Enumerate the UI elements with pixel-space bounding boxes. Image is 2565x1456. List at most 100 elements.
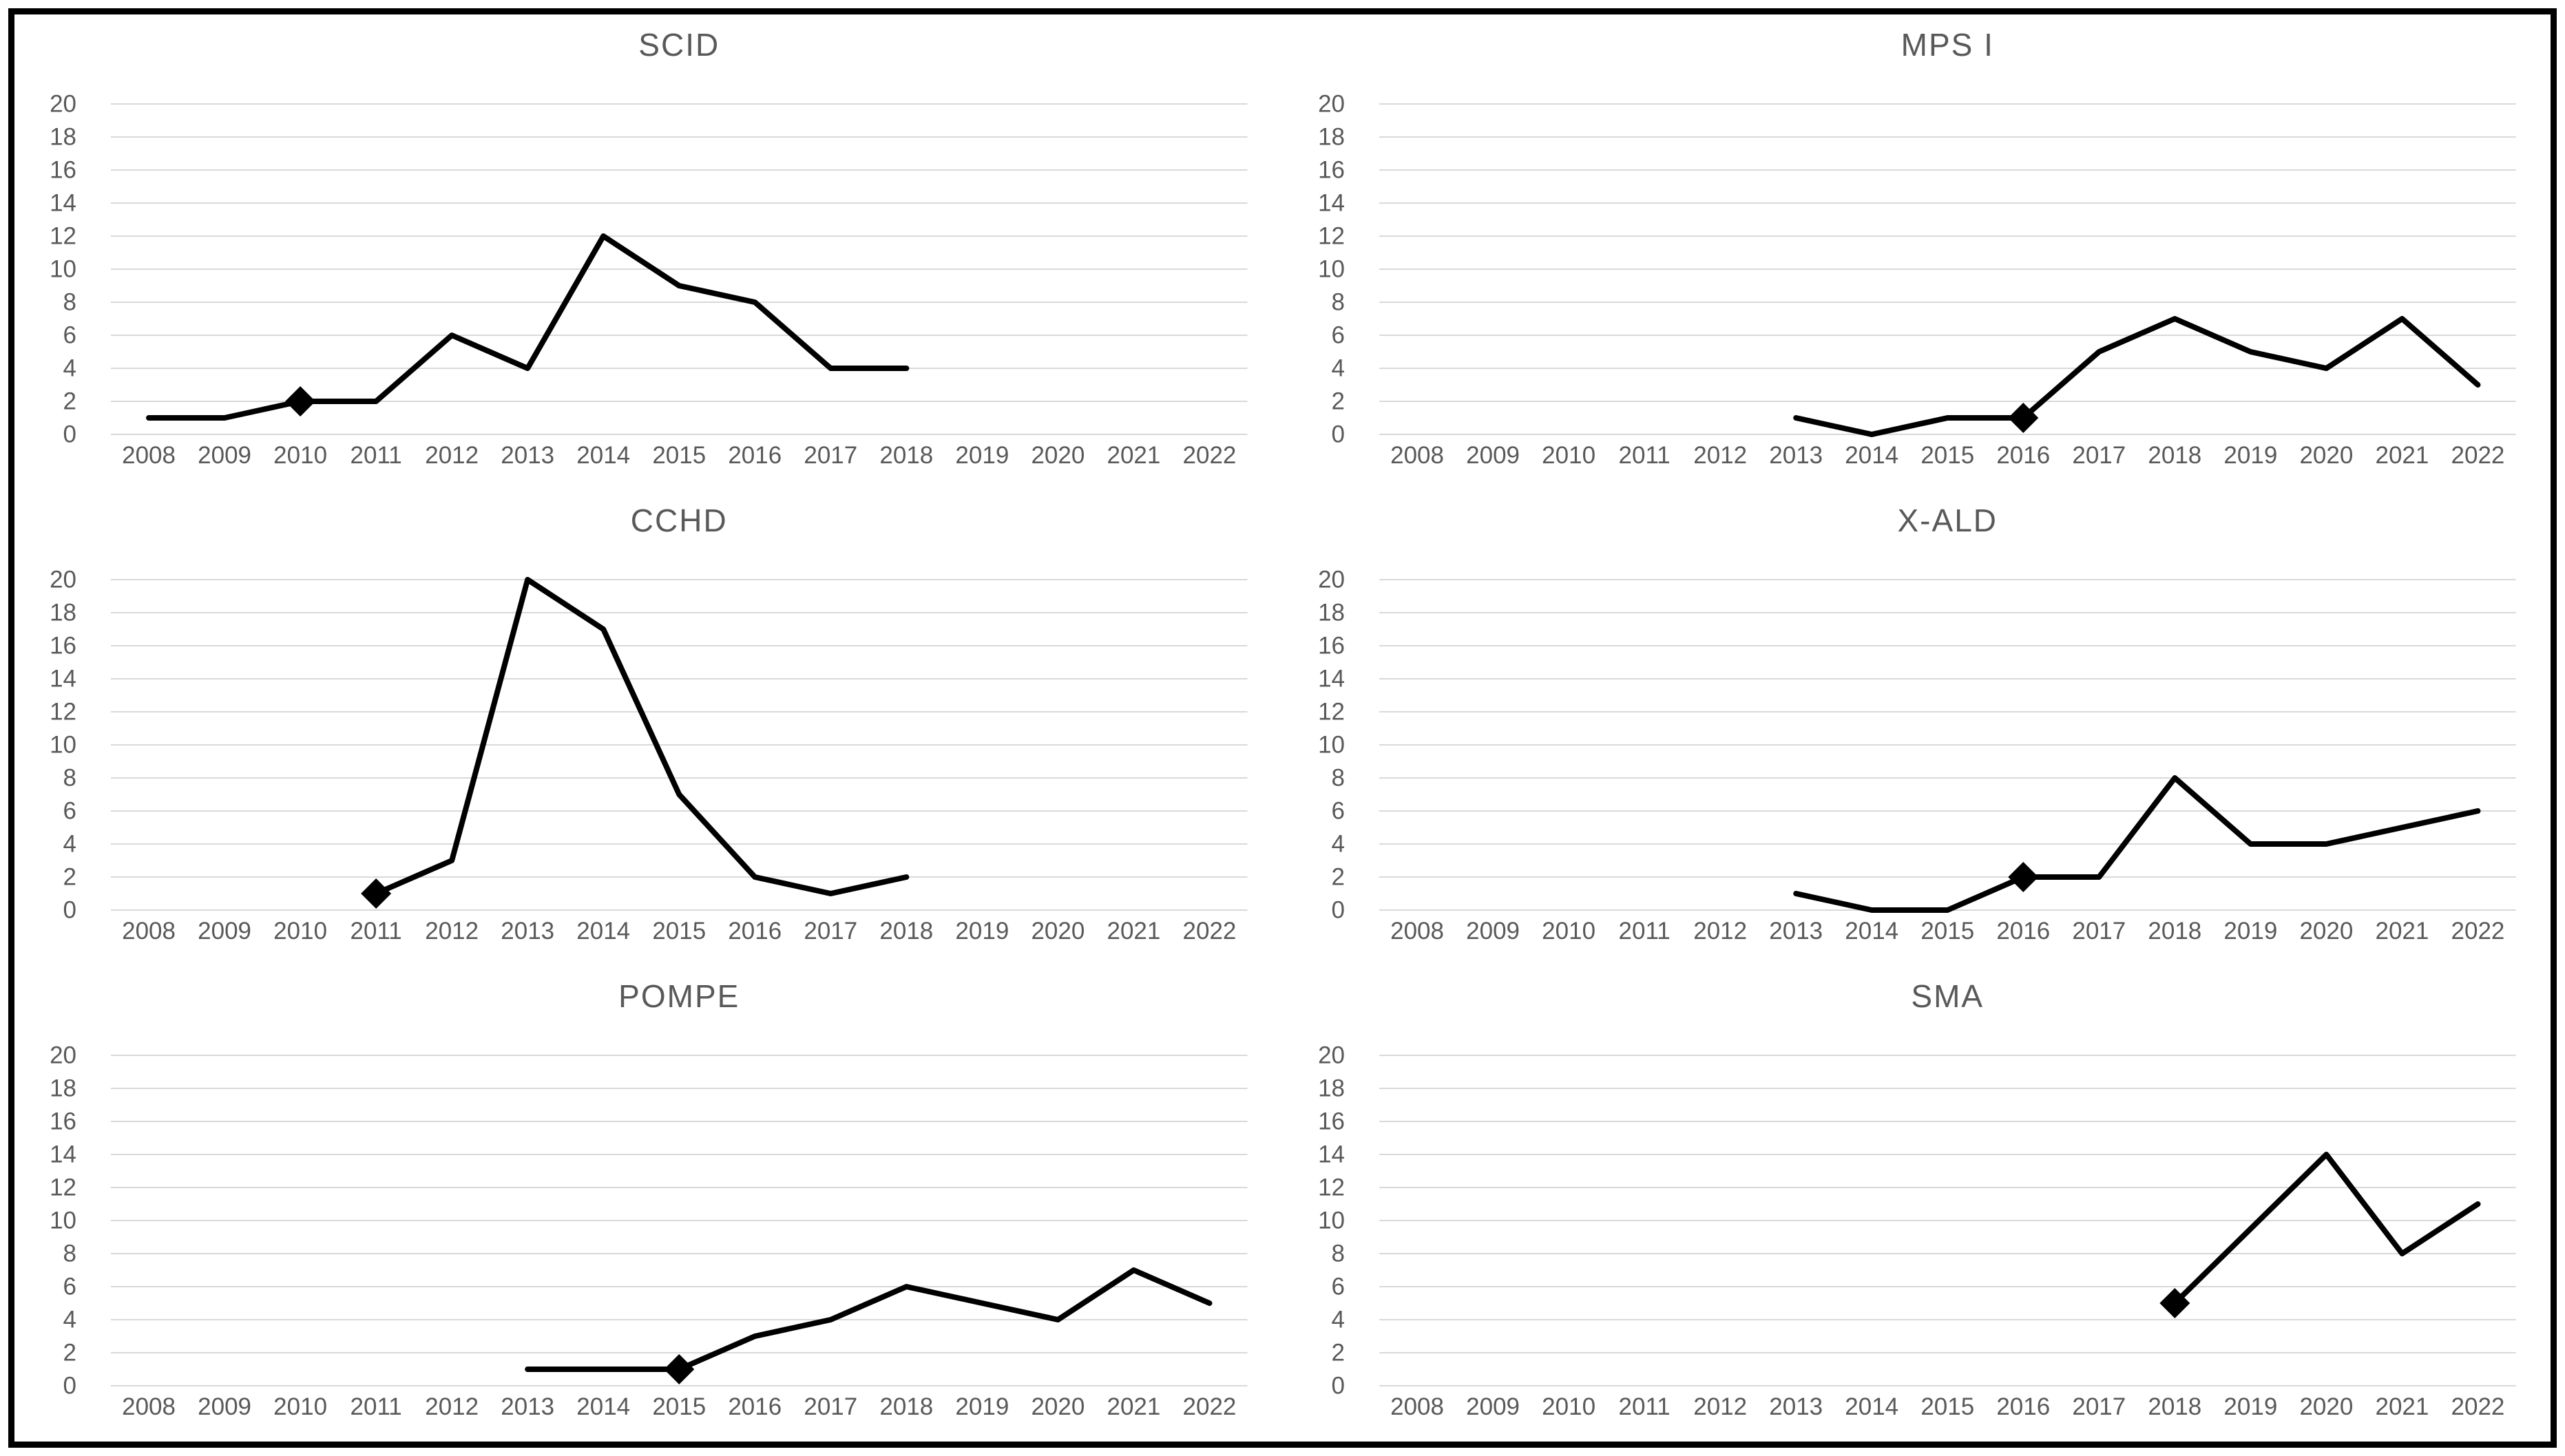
y-tick-label: 8 <box>63 1241 76 1267</box>
x-tick-label: 2009 <box>198 442 251 469</box>
x-tick-label: 2017 <box>804 1393 857 1420</box>
chart-canvas: 0 2 4 6 8 10 12 14 16 18 20 2008 2009 2010 2011 2012 201… <box>50 27 1248 469</box>
figure-frame: 0 2 4 6 8 10 12 14 16 18 20 2008 2009 2010 2011 2012 201… <box>8 8 2557 1448</box>
chart-title: SCID <box>638 27 720 63</box>
y-tick-label: 0 <box>63 897 76 924</box>
chart-canvas: 0 2 4 6 8 10 12 14 16 18 20 2008 2009 2010 2011 2012 201… <box>1318 27 2515 469</box>
x-tick-label: 2011 <box>350 442 402 469</box>
y-tick-label: 8 <box>63 765 76 792</box>
x-tick-label: 2022 <box>1183 1393 1237 1420</box>
x-tick-label: 2021 <box>2375 442 2429 469</box>
data-line <box>525 1267 1213 1372</box>
x-tick-label: 2019 <box>955 918 1009 945</box>
x-tick-label: 2010 <box>1542 442 1595 469</box>
y-tick-label: 8 <box>1331 1241 1344 1267</box>
x-tick-label: 2014 <box>1845 918 1898 945</box>
x-tick-label: 2016 <box>728 442 782 469</box>
y-tick-label: 18 <box>50 1075 76 1102</box>
x-tick-label: 2009 <box>198 918 251 945</box>
y-tick-label: 20 <box>50 91 76 118</box>
data-line <box>1792 775 2480 913</box>
x-tick-label: 2008 <box>1390 918 1444 945</box>
x-tick-label: 2016 <box>1996 1393 2050 1420</box>
x-tick-label: 2017 <box>2072 442 2126 469</box>
chart-canvas: 0 2 4 6 8 10 12 14 16 18 20 2008 2009 2010 2011 2012 201… <box>50 503 1248 945</box>
x-tick-label: 2011 <box>350 918 402 945</box>
x-tick-label: 2015 <box>652 918 706 945</box>
y-tick-label: 10 <box>1318 256 1345 283</box>
y-tick-label: 16 <box>1318 633 1345 660</box>
y-tick-label: 8 <box>1331 765 1344 792</box>
y-tick-label: 10 <box>50 732 76 759</box>
y-tick-label: 2 <box>63 1340 76 1367</box>
x-tick-label: 2019 <box>2223 442 2277 469</box>
x-tick-label: 2010 <box>273 442 327 469</box>
y-tick-label: 14 <box>50 666 76 693</box>
x-tick-label: 2020 <box>2299 918 2353 945</box>
y-tick-label: 18 <box>1318 600 1345 626</box>
y-tick-label: 12 <box>1318 699 1345 726</box>
x-tick-label: 2018 <box>879 1393 933 1420</box>
y-tick-label: 10 <box>1318 1207 1345 1234</box>
data-line <box>146 233 910 421</box>
data-line <box>373 577 910 896</box>
chart-title: POMPE <box>618 978 740 1014</box>
y-tick-label: 14 <box>50 190 76 217</box>
chart-panel-sma: 0 2 4 6 8 10 12 14 16 18 20 2008 2009 2010 2011 2012 201… <box>1283 966 2551 1442</box>
x-tick-label: 2012 <box>1693 1393 1747 1420</box>
x-tick-label: 2020 <box>1031 1393 1085 1420</box>
x-tick-label: 2011 <box>1618 1393 1670 1420</box>
y-tick-label: 16 <box>50 1108 76 1135</box>
x-tick-label: 2019 <box>2223 918 2277 945</box>
x-tick-label: 2010 <box>1542 1393 1595 1420</box>
x-tick-label: 2013 <box>501 918 554 945</box>
x-tick-label: 2019 <box>2223 1393 2277 1420</box>
y-tick-label: 14 <box>50 1141 76 1168</box>
x-tick-label: 2016 <box>1996 442 2050 469</box>
x-tick-label: 2011 <box>350 1393 402 1420</box>
y-tick-label: 12 <box>50 223 76 250</box>
x-tick-label: 2013 <box>1769 918 1823 945</box>
chart-panel-cchd: 0 2 4 6 8 10 12 14 16 18 20 2008 2009 2010 2011 2012 201… <box>14 490 1283 966</box>
y-tick-label: 10 <box>50 1207 76 1234</box>
diamond-marker <box>664 1354 695 1384</box>
chart-panel-x-ald: 0 2 4 6 8 10 12 14 16 18 20 2008 2009 2010 2011 2012 201… <box>1283 490 2551 966</box>
y-tick-label: 18 <box>50 600 76 626</box>
x-tick-label: 2015 <box>1920 1393 1974 1420</box>
y-tick-label: 6 <box>63 322 76 349</box>
y-tick-label: 14 <box>1318 1141 1345 1168</box>
chart-title: X-ALD <box>1897 503 1998 538</box>
x-tick-label: 2014 <box>576 918 630 945</box>
y-tick-label: 2 <box>1331 1340 1344 1367</box>
x-tick-label: 2018 <box>2148 442 2201 469</box>
diamond-marker <box>2007 862 2038 892</box>
x-tick-label: 2021 <box>1107 918 1160 945</box>
x-tick-label: 2022 <box>2451 918 2504 945</box>
x-tick-label: 2019 <box>955 1393 1009 1420</box>
x-tick-label: 2015 <box>1920 918 1974 945</box>
data-line <box>1792 316 2480 437</box>
y-tick-label: 18 <box>50 124 76 151</box>
y-tick-label: 6 <box>1331 798 1344 825</box>
y-tick-label: 16 <box>50 633 76 660</box>
x-tick-label: 2009 <box>198 1393 251 1420</box>
x-tick-label: 2012 <box>1693 918 1747 945</box>
y-tick-label: 6 <box>63 1274 76 1300</box>
x-tick-label: 2016 <box>728 918 782 945</box>
x-tick-label: 2020 <box>2299 442 2353 469</box>
y-tick-label: 4 <box>63 1307 76 1333</box>
x-tick-label: 2013 <box>1769 442 1823 469</box>
y-tick-label: 10 <box>1318 732 1345 759</box>
charts-grid: 0 2 4 6 8 10 12 14 16 18 20 2008 2009 2010 2011 2012 201… <box>14 14 2551 1442</box>
x-tick-label: 2022 <box>2451 1393 2504 1420</box>
x-tick-label: 2016 <box>728 1393 782 1420</box>
y-tick-label: 18 <box>1318 1075 1345 1102</box>
y-tick-label: 12 <box>1318 223 1345 250</box>
chart-title: SMA <box>1911 978 1984 1014</box>
y-tick-label: 16 <box>1318 1108 1345 1135</box>
x-tick-label: 2017 <box>804 918 857 945</box>
chart-panel-pompe: 0 2 4 6 8 10 12 14 16 18 20 2008 2009 2010 2011 2012 201… <box>14 966 1283 1442</box>
x-tick-label: 2014 <box>576 442 630 469</box>
y-tick-label: 10 <box>50 256 76 283</box>
x-tick-label: 2015 <box>652 442 706 469</box>
